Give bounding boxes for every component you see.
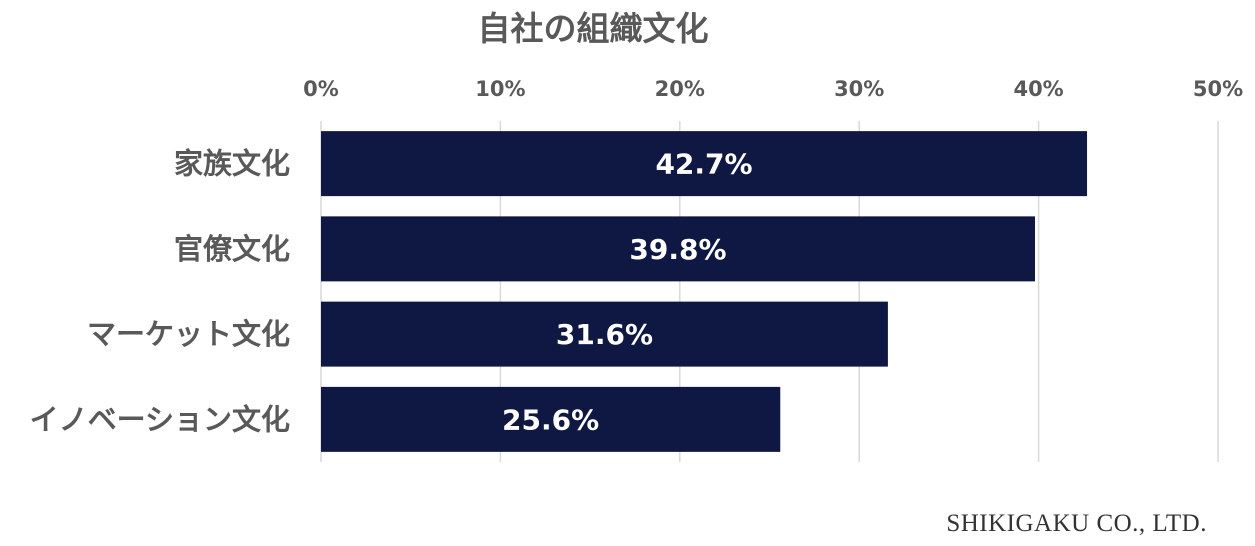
x-tick-label: 50%	[1193, 77, 1243, 101]
data-label: 25.6%	[502, 403, 599, 436]
bar	[321, 301, 888, 367]
category-label: イノベーション文化	[30, 402, 290, 436]
bar	[321, 216, 1036, 282]
x-tick-label: 0%	[303, 77, 339, 101]
chart-title: 自社の組織文化	[478, 9, 709, 48]
data-labels: 42.7% 39.8% 31.6% 25.6%	[502, 148, 753, 437]
data-label: 42.7%	[655, 148, 752, 181]
bars	[321, 131, 1088, 452]
x-tick-label: 10%	[475, 77, 525, 101]
category-label: マーケット文化	[87, 317, 290, 351]
x-axis-ticks: 0% 10% 20% 30% 40% 50%	[303, 77, 1243, 101]
bar	[321, 386, 781, 452]
bar	[321, 131, 1088, 197]
data-label: 31.6%	[556, 318, 653, 351]
category-label: 家族文化	[174, 147, 290, 181]
data-label: 39.8%	[629, 233, 726, 266]
x-tick-label: 20%	[655, 77, 705, 101]
category-label: 官僚文化	[174, 232, 290, 266]
x-tick-label: 40%	[1013, 77, 1063, 101]
x-tick-label: 30%	[834, 77, 884, 101]
company-credit: SHIKIGAKU CO., LTD.	[946, 510, 1207, 537]
